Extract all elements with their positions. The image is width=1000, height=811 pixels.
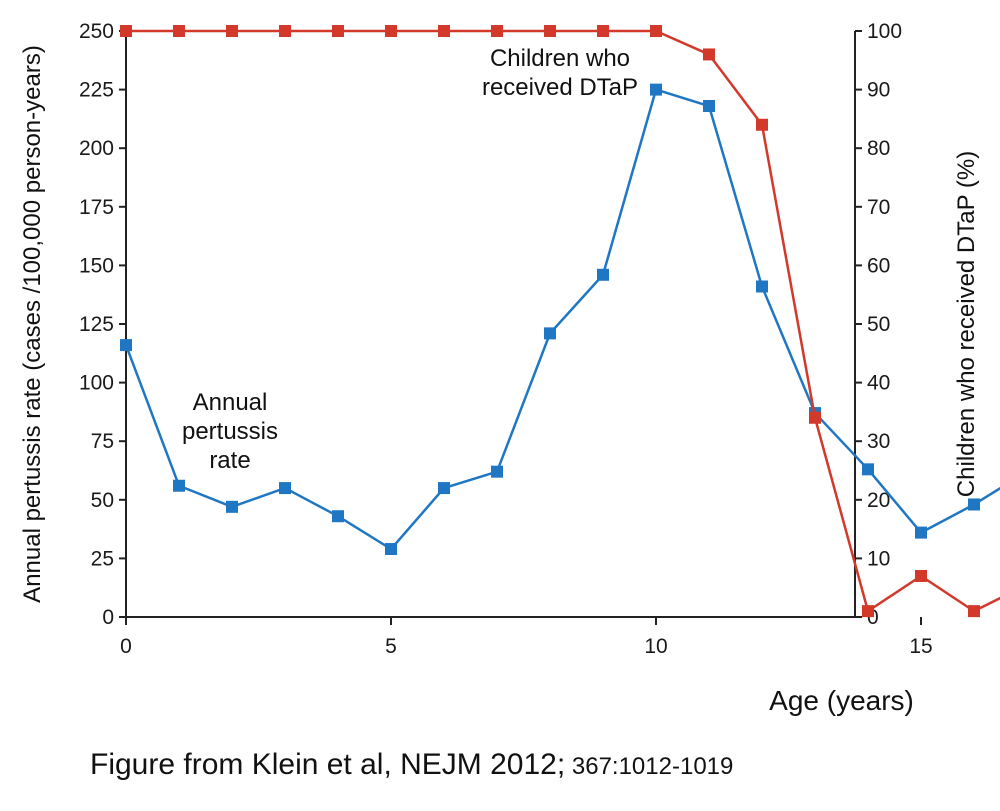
left-y-tick-label: 225	[79, 79, 114, 102]
x-tick-label: 15	[909, 635, 932, 658]
right-y-tick-label: 60	[867, 254, 890, 277]
left-y-tick-label: 0	[102, 606, 114, 629]
dtap-point	[491, 25, 503, 37]
x-tick-label: 10	[644, 635, 667, 658]
pertussis-point	[862, 463, 874, 476]
dtap-annotation-line: Children who	[490, 45, 630, 72]
dtap-annotation-line: received DTaP	[482, 74, 638, 101]
pertussis-point	[226, 500, 238, 513]
left-y-tick-label: 250	[79, 20, 114, 43]
dtap-point	[915, 569, 927, 582]
right-y-tick-label: 40	[867, 372, 890, 395]
dtap-point	[385, 25, 397, 37]
caption-citation: 367:1012-1019	[565, 753, 734, 780]
pertussis-point	[173, 479, 185, 492]
dtap-point	[650, 25, 662, 37]
pertussis-point	[438, 482, 450, 495]
right-y-tick-label: 20	[867, 489, 890, 512]
left-y-tick-label: 50	[91, 489, 114, 512]
pertussis-point	[332, 510, 344, 523]
right-y-tick-label: 50	[867, 313, 890, 336]
pertussis-point	[120, 339, 132, 352]
dtap-point	[703, 48, 715, 61]
left-y-tick-label: 75	[91, 430, 114, 453]
pertussis-point	[915, 526, 927, 539]
pertussis-point	[385, 543, 397, 556]
figure-caption: Figure from Klein et al, NEJM 2012; 367:…	[90, 748, 733, 782]
dtap-point	[809, 411, 821, 424]
plot-area: 0255075100125150175200225250010203040506…	[19, 20, 1000, 716]
right-y-tick-label: 10	[867, 547, 890, 570]
pertussis-point	[650, 83, 662, 96]
dtap-point	[544, 25, 556, 37]
dtap-point	[173, 25, 185, 37]
x-axis-title: Age (years)	[769, 685, 914, 716]
right-y-tick-label: 100	[867, 20, 902, 43]
dtap-point	[597, 25, 609, 37]
left-y-tick-label: 25	[91, 547, 114, 570]
dtap-point	[968, 605, 980, 618]
dtap-point	[279, 25, 291, 37]
dtap-point	[120, 25, 132, 37]
dtap-point	[862, 605, 874, 618]
left-y-tick-label: 125	[79, 313, 114, 336]
dtap-series-line	[126, 29, 1000, 613]
pertussis-point	[597, 268, 609, 281]
dtap-point	[332, 25, 344, 37]
pertussis-point	[703, 100, 715, 113]
dtap-point	[226, 25, 238, 37]
right-y-axis-title: Children who received DTaP (%)	[953, 151, 980, 497]
x-tick-label: 0	[120, 635, 132, 658]
caption-main: Figure from Klein et al, NEJM 2012;	[90, 748, 566, 781]
right-y-tick-label: 90	[867, 79, 890, 102]
pertussis-point	[968, 498, 980, 511]
right-y-tick-label: 80	[867, 137, 890, 160]
pertussis-point	[544, 327, 556, 340]
dtap-point	[438, 25, 450, 37]
right-y-tick-label: 0	[867, 606, 879, 629]
pertussis-point	[279, 482, 291, 495]
pertussis-annotation-line: rate	[209, 447, 250, 474]
pertussis-point	[491, 465, 503, 478]
left-y-tick-label: 100	[79, 372, 114, 395]
left-y-axis-title: Annual pertussis rate (cases /100,000 pe…	[19, 45, 46, 603]
pertussis-annotation-line: Annual	[193, 389, 268, 416]
dtap-point	[756, 118, 768, 131]
pertussis-point	[756, 280, 768, 293]
left-y-tick-label: 175	[79, 196, 114, 219]
x-tick-label: 5	[385, 635, 397, 658]
left-y-tick-label: 150	[79, 254, 114, 277]
right-y-tick-label: 30	[867, 430, 890, 453]
pertussis-series-line	[124, 88, 1000, 551]
left-y-tick-label: 200	[79, 137, 114, 160]
right-y-tick-label: 70	[867, 196, 890, 219]
pertussis-annotation-line: pertussis	[182, 418, 278, 445]
